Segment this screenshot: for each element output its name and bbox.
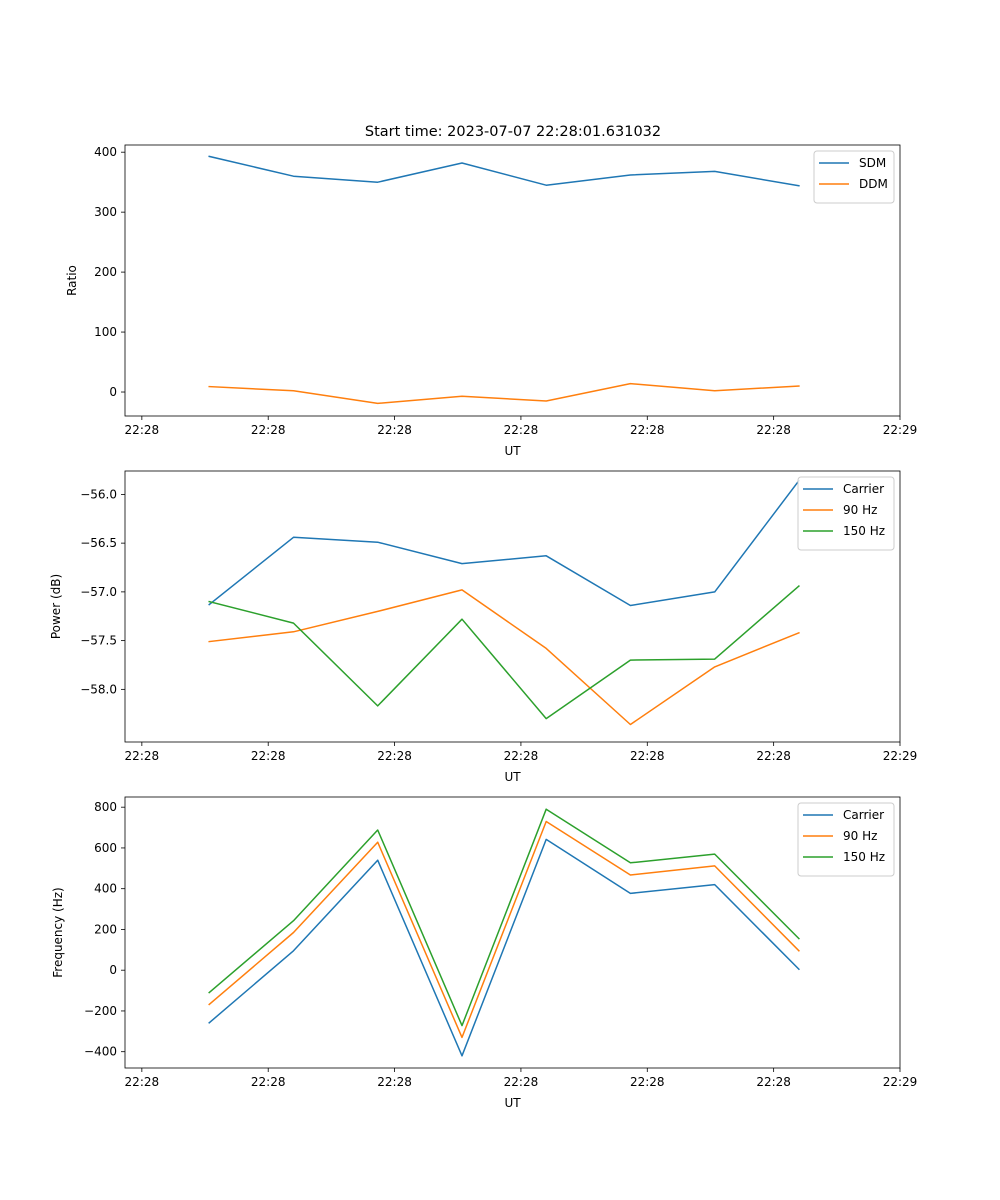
ratio-series-sdm-line [208, 155, 800, 187]
ratio-x-tick-label: 22:29 [883, 423, 918, 437]
ratio-legend: SDM DDM [813, 150, 895, 204]
legend-label-ddm: DDM [859, 177, 888, 191]
frequency-y-tick-label: 800 [94, 800, 117, 814]
power-y-tick-label: −56.5 [80, 536, 117, 550]
frequency-series-90-hz-line [208, 820, 800, 1039]
frequency-y-tick-label: −200 [84, 1004, 117, 1018]
power-series-150-hz-line [208, 584, 800, 720]
frequency-x-axis-label: UT [504, 1096, 521, 1110]
power-axes: 22:28 22:28 22:28 22:28 22:28 22:28 22:29 −56.0… [49, 470, 918, 784]
ratio-y-axis-label: Ratio [65, 265, 79, 296]
legend-label-90-hz: 90 Hz [843, 829, 877, 843]
frequency-y-tick-label: 200 [94, 922, 117, 936]
frequency-axes: 22:28 22:28 22:28 22:28 22:28 22:28 22:29 800 60… [51, 796, 918, 1110]
power-x-tick-label: 22:28 [630, 749, 665, 763]
power-series-carrier-line [208, 479, 800, 607]
power-y-axis-label: Power (dB) [49, 574, 63, 639]
ratio-y-tick-label: 400 [94, 145, 117, 159]
power-y-tick-label: −58.0 [80, 682, 117, 696]
frequency-legend: Carrier 90 Hz 150 Hz [797, 802, 895, 877]
ratio-axes: 22:28 22:28 22:28 22:28 22:28 22:28 22:29 0 100 2… [65, 144, 918, 458]
frequency-x-tick-label: 22:28 [125, 1075, 160, 1089]
frequency-series-carrier-line [208, 838, 800, 1057]
ratio-y-tick-label: 100 [94, 325, 117, 339]
frequency-y-tick-label: 400 [94, 882, 117, 896]
frequency-y-tick-label: 600 [94, 841, 117, 855]
figure-title: Start time: 2023-07-07 22:28:01.631032 [365, 124, 661, 140]
ratio-x-axis-label: UT [504, 444, 521, 458]
ratio-x-tick-label: 22:28 [630, 423, 665, 437]
legend-label-150-hz: 150 Hz [843, 850, 885, 864]
ratio-x-tick-label: 22:28 [504, 423, 539, 437]
legend-label-150-hz: 150 Hz [843, 524, 885, 538]
power-x-tick-label: 22:28 [504, 749, 539, 763]
legend-label-carrier: Carrier [843, 808, 884, 822]
legend-label-90-hz: 90 Hz [843, 503, 877, 517]
power-legend: Carrier 90 Hz 150 Hz [797, 476, 895, 551]
ratio-y-tick-label: 0 [109, 385, 117, 399]
power-x-axis-label: UT [504, 770, 521, 784]
ratio-legend-box [813, 150, 895, 204]
frequency-x-tick-label: 22:28 [377, 1075, 412, 1089]
power-y-tick-label: −57.0 [80, 585, 117, 599]
power-x-tick-label: 22:28 [756, 749, 791, 763]
frequency-y-tick-label: −400 [84, 1045, 117, 1059]
power-x-tick-label: 22:28 [251, 749, 286, 763]
legend-label-sdm: SDM [859, 156, 886, 170]
legend-label-carrier: Carrier [843, 482, 884, 496]
ratio-y-tick-label: 300 [94, 205, 117, 219]
frequency-series-150-hz-line [208, 808, 800, 1027]
frequency-y-tick-label: 0 [109, 963, 117, 977]
power-x-tick-label: 22:29 [883, 749, 918, 763]
frequency-y-axis-label: Frequency (Hz) [51, 887, 65, 978]
ratio-x-tick-label: 22:28 [125, 423, 160, 437]
power-y-tick-label: −57.5 [80, 634, 117, 648]
frequency-x-tick-label: 22:28 [251, 1075, 286, 1089]
ratio-x-tick-label: 22:28 [377, 423, 412, 437]
frequency-x-tick-label: 22:28 [630, 1075, 665, 1089]
power-axes-frame [124, 470, 901, 743]
ratio-y-tick-label: 200 [94, 265, 117, 279]
frequency-x-tick-label: 22:29 [883, 1075, 918, 1089]
frequency-x-tick-label: 22:28 [504, 1075, 539, 1089]
power-y-tick-label: −56.0 [80, 487, 117, 501]
frequency-axes-frame [124, 796, 901, 1069]
ratio-series-ddm-line [208, 382, 800, 405]
ratio-axes-frame [124, 144, 901, 417]
power-x-tick-label: 22:28 [377, 749, 412, 763]
power-x-tick-label: 22:28 [125, 749, 160, 763]
power-series-90-hz-line [208, 589, 800, 726]
ratio-x-tick-label: 22:28 [756, 423, 791, 437]
ratio-x-tick-label: 22:28 [251, 423, 286, 437]
frequency-x-tick-label: 22:28 [756, 1075, 791, 1089]
